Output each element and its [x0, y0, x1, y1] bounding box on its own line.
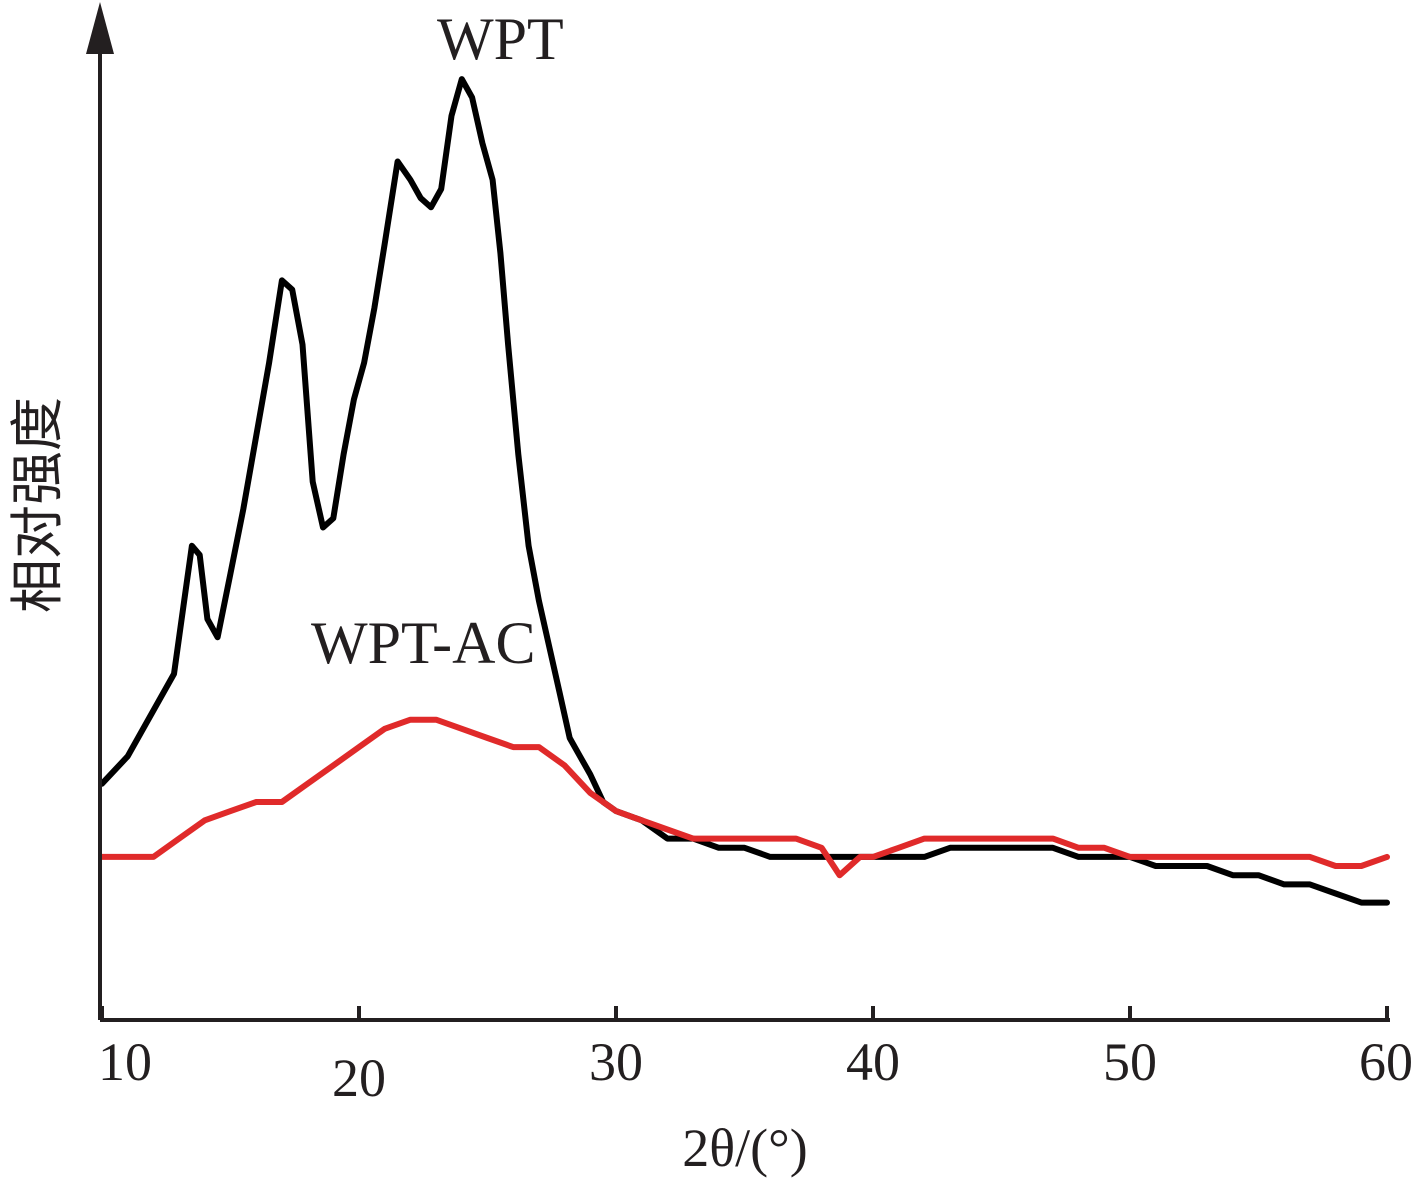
series-label-wpt: WPT [437, 6, 564, 72]
x-tick-label: 30 [589, 1032, 643, 1092]
x-axis-title: 2θ/(°) [682, 1118, 807, 1178]
x-tick-label: 40 [846, 1032, 900, 1092]
x-tick-label: 50 [1103, 1032, 1157, 1092]
series-group [99, 76, 1390, 906]
series-label-wpt-ac: WPT-AC [311, 610, 535, 676]
x-tick-label: 20 [332, 1048, 386, 1108]
series-line-wpt-ac [99, 716, 1390, 879]
series-labels: WPT WPT-AC [311, 6, 564, 676]
y-axis-arrow-icon [86, 2, 114, 54]
x-tick-label: 60 [1359, 1032, 1413, 1092]
y-axis-title: 相对强度 [8, 397, 68, 613]
x-ticks: 10 20 30 40 50 60 [98, 1006, 1413, 1108]
x-tick-label: 10 [98, 1032, 152, 1092]
plot-area [99, 76, 1390, 906]
series-line-wpt [99, 76, 1390, 906]
